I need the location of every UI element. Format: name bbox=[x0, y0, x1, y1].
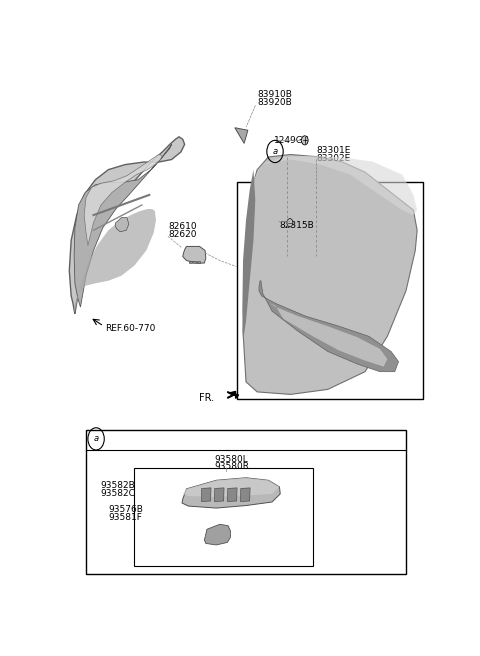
Text: 1249GE: 1249GE bbox=[274, 136, 309, 145]
Text: 83910B: 83910B bbox=[257, 90, 292, 99]
Text: 93576B: 93576B bbox=[108, 505, 143, 514]
Polygon shape bbox=[243, 155, 417, 394]
Polygon shape bbox=[204, 524, 230, 545]
Circle shape bbox=[301, 136, 308, 145]
Polygon shape bbox=[74, 209, 156, 312]
Polygon shape bbox=[270, 304, 387, 367]
Polygon shape bbox=[259, 281, 398, 372]
Text: 93580L: 93580L bbox=[215, 455, 248, 464]
Polygon shape bbox=[235, 128, 248, 144]
Polygon shape bbox=[69, 137, 185, 314]
Text: a: a bbox=[94, 434, 99, 443]
Polygon shape bbox=[249, 155, 417, 215]
Bar bbox=[134, 468, 313, 566]
Polygon shape bbox=[115, 218, 129, 232]
Text: 83302E: 83302E bbox=[317, 154, 351, 163]
Polygon shape bbox=[228, 488, 237, 501]
Polygon shape bbox=[242, 170, 255, 341]
Text: 93582B: 93582B bbox=[100, 482, 135, 491]
Polygon shape bbox=[240, 488, 250, 501]
Polygon shape bbox=[74, 144, 172, 307]
Polygon shape bbox=[182, 478, 280, 508]
Text: 83301E: 83301E bbox=[317, 146, 351, 155]
Text: FR.: FR. bbox=[199, 393, 215, 403]
Text: a: a bbox=[273, 147, 277, 156]
Text: 93582C: 93582C bbox=[100, 489, 135, 498]
Polygon shape bbox=[189, 260, 192, 263]
Polygon shape bbox=[193, 260, 196, 263]
Bar bbox=[237, 182, 423, 400]
Bar bbox=[86, 430, 406, 574]
Text: 93580R: 93580R bbox=[215, 462, 250, 471]
Text: 82610: 82610 bbox=[168, 222, 196, 232]
Polygon shape bbox=[183, 247, 206, 263]
Circle shape bbox=[287, 218, 293, 227]
Text: 93581F: 93581F bbox=[108, 513, 142, 522]
Polygon shape bbox=[202, 488, 211, 501]
Text: 83920B: 83920B bbox=[257, 98, 292, 106]
Polygon shape bbox=[183, 478, 279, 497]
Polygon shape bbox=[197, 260, 200, 263]
Text: REF.60-770: REF.60-770 bbox=[106, 324, 156, 333]
Text: 82620: 82620 bbox=[168, 230, 196, 239]
Polygon shape bbox=[215, 488, 224, 501]
Text: 82315B: 82315B bbox=[279, 221, 314, 230]
Polygon shape bbox=[229, 392, 239, 398]
Polygon shape bbox=[84, 155, 162, 245]
